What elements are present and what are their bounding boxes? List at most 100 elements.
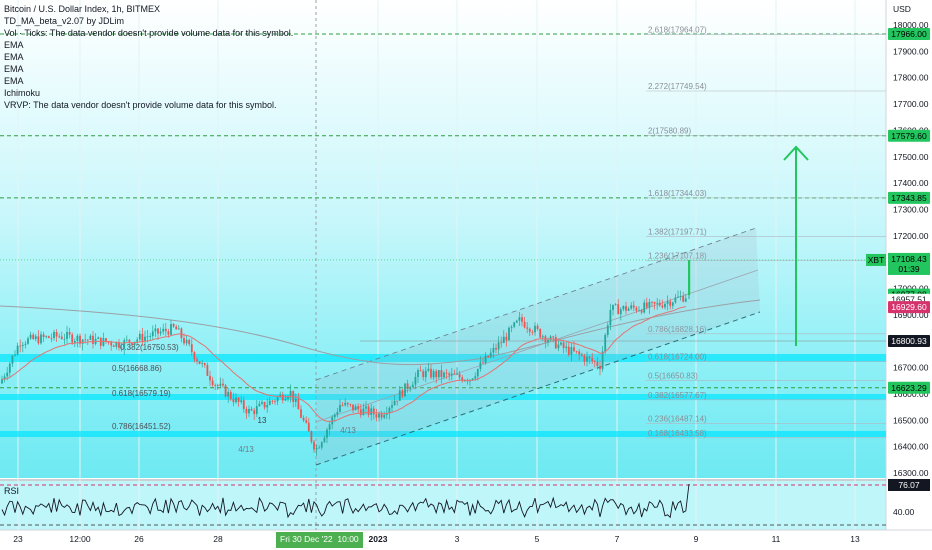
indicator-ichimoku[interactable]: Ichimoku <box>4 88 41 98</box>
indicator-td-ma[interactable]: TD_MA_beta_v2.07 by JDLim <box>4 16 125 26</box>
time-label: 23 <box>13 534 23 544</box>
price-tag <box>888 129 930 142</box>
indicator-volume[interactable]: Vol · Ticks: The data vendor doesn't pro… <box>4 28 294 38</box>
candle-body <box>224 385 227 397</box>
candle-body <box>526 327 529 329</box>
candle-body <box>92 335 94 344</box>
fib-level-label: 1.236(17107.18) <box>648 251 707 260</box>
candle-body <box>341 404 344 406</box>
rsi-pane-label[interactable]: RSI <box>4 486 20 496</box>
candle-body <box>476 368 479 377</box>
candle-body <box>180 328 183 339</box>
time-label: 5 <box>534 534 540 544</box>
regression-channel <box>316 228 760 465</box>
candle-body <box>284 398 287 401</box>
candle-body <box>591 358 594 362</box>
candle-body <box>133 341 136 345</box>
candle-body <box>289 390 292 397</box>
candle-body <box>84 339 87 341</box>
candle-body <box>68 331 71 335</box>
indicator-ema-1[interactable]: EMA <box>4 40 24 50</box>
candle-body <box>471 378 474 380</box>
candle-body <box>102 338 105 346</box>
rsi-level-label: 40.00 <box>893 507 915 517</box>
fib-level-label: 1.382(17197.71) <box>648 227 707 236</box>
candle-body <box>560 342 562 345</box>
candle-body <box>638 310 640 312</box>
fib-left-label: 0.786(16451.52) <box>112 422 171 431</box>
candle-body <box>50 337 53 339</box>
candle-body <box>276 397 279 402</box>
indicator-ema-3[interactable]: EMA <box>4 64 24 74</box>
candle-body <box>206 365 209 376</box>
candle-body <box>53 331 55 339</box>
candle-body <box>534 325 536 333</box>
indicator-ema-4[interactable]: EMA <box>4 76 24 86</box>
candle-body <box>162 328 165 332</box>
fib-level-label: 0.382(16577.67) <box>648 391 707 400</box>
candle-body <box>146 336 149 338</box>
candle-body <box>601 351 604 370</box>
candle-body <box>232 398 235 403</box>
candle-body <box>630 305 633 309</box>
candle-body <box>193 352 196 360</box>
price-tick: 17000.00 <box>893 284 929 294</box>
candle-body <box>183 338 185 344</box>
candle-body <box>385 413 388 415</box>
candle-body <box>235 397 237 403</box>
candle-body <box>453 373 456 375</box>
indicator-ema-2[interactable]: EMA <box>4 52 24 62</box>
indicator-vrvp[interactable]: VRVP: The data vendor doesn't provide vo… <box>4 100 277 110</box>
symbol-title[interactable]: Bitcoin / U.S. Dollar Index, 1h, BITMEX <box>4 4 161 14</box>
candle-body <box>63 338 66 340</box>
candle-body <box>177 328 180 330</box>
candle-body <box>508 327 510 341</box>
candle-body <box>115 342 118 347</box>
candle-body <box>606 325 609 335</box>
price-tick: 17500.00 <box>893 152 929 162</box>
symbol-tag-label: XBT <box>868 255 885 265</box>
time-label: 9 <box>693 534 699 544</box>
candle-body <box>549 336 552 341</box>
candle-body <box>536 325 539 329</box>
candle-body <box>359 409 362 416</box>
candle-body <box>352 404 354 411</box>
fib-level-label: 1.618(17344.03) <box>648 189 707 198</box>
candle-body <box>55 331 58 337</box>
candle-body <box>456 373 458 375</box>
candle-body <box>422 371 425 378</box>
candle-body <box>263 401 266 408</box>
candle-body <box>417 370 419 378</box>
candle-body <box>432 371 435 378</box>
candle-body <box>40 334 42 344</box>
fib-level-label: 0.5(16650.83) <box>648 372 698 381</box>
fib-level-label: 2.272(17749.54) <box>648 82 707 91</box>
candle-body <box>645 302 648 308</box>
candle-body <box>357 406 360 410</box>
candle-body <box>216 385 219 386</box>
candle-body <box>378 413 380 418</box>
candle-body <box>170 324 172 335</box>
candle-body <box>617 304 620 315</box>
candle-body <box>250 408 253 411</box>
candle-body <box>372 408 375 415</box>
time-label-year: 2023 <box>368 534 388 544</box>
candle-body <box>305 420 308 423</box>
candle-body <box>448 373 451 376</box>
candle-body <box>531 331 534 333</box>
candle-body <box>112 345 115 347</box>
candle-body <box>578 351 581 355</box>
candle-body <box>570 347 573 355</box>
candle-body <box>487 355 490 358</box>
candle-body <box>164 328 167 332</box>
fib-level-label: 2.618(17964.07) <box>648 25 707 34</box>
rsi-value-label: 76.07 <box>898 480 920 490</box>
candle-body <box>315 447 318 450</box>
price-tick: 16500.00 <box>893 415 929 425</box>
support-band <box>0 431 886 437</box>
candle-body <box>562 342 565 349</box>
time-label: 7 <box>614 534 620 544</box>
candle-body <box>198 361 201 364</box>
candle-body <box>118 342 120 348</box>
